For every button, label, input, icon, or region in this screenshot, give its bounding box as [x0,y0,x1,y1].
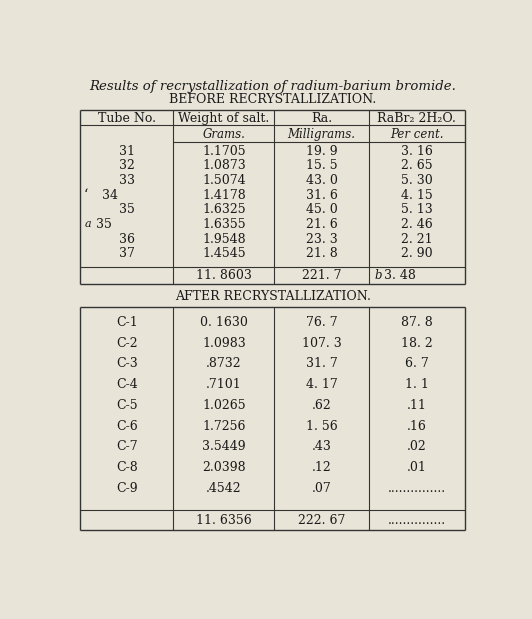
Text: 11. 6356: 11. 6356 [196,514,252,527]
Text: 2. 90: 2. 90 [401,247,433,260]
Text: 15. 5: 15. 5 [306,160,337,173]
Text: 1.6325: 1.6325 [202,203,246,216]
Text: .43: .43 [312,441,331,454]
Text: 87. 8: 87. 8 [401,316,433,329]
Text: RaBr₂ 2H₂O.: RaBr₂ 2H₂O. [377,111,456,124]
Text: 34: 34 [102,189,118,202]
Text: 3. 16: 3. 16 [401,145,433,158]
Text: 2. 46: 2. 46 [401,218,433,231]
Text: C-2: C-2 [116,337,138,350]
Text: 43. 0: 43. 0 [305,174,337,187]
Text: .02: .02 [407,441,427,454]
Text: .11: .11 [407,399,427,412]
Text: 23. 3: 23. 3 [305,233,337,246]
Text: 4. 15: 4. 15 [401,189,433,202]
Text: C-7: C-7 [116,441,138,454]
Text: 2. 65: 2. 65 [401,160,433,173]
Text: 1.7256: 1.7256 [202,420,246,433]
Text: 21. 6: 21. 6 [305,218,337,231]
Text: 18. 2: 18. 2 [401,337,433,350]
Text: .16: .16 [407,420,427,433]
Text: 0. 1630: 0. 1630 [200,316,248,329]
Text: Milligrams.: Milligrams. [287,128,355,141]
Text: 1.0873: 1.0873 [202,160,246,173]
Text: 11. 8603: 11. 8603 [196,269,252,282]
Text: b: b [375,269,383,282]
Text: C-8: C-8 [116,461,138,474]
Text: 1.9548: 1.9548 [202,233,246,246]
Text: 1.6355: 1.6355 [202,218,246,231]
Text: AFTER RECRYSTALLIZATION.: AFTER RECRYSTALLIZATION. [174,290,371,303]
Text: Results of recrystallization of radium-barium bromide.: Results of recrystallization of radium-b… [89,80,456,93]
Text: 31. 7: 31. 7 [305,357,337,370]
Text: 21. 8: 21. 8 [305,247,337,260]
Text: 222. 67: 222. 67 [298,514,345,527]
Text: 4. 17: 4. 17 [305,378,337,391]
Text: .62: .62 [312,399,331,412]
Text: 1. 1: 1. 1 [405,378,429,391]
Text: ...............: ............... [388,482,446,495]
Text: ‘: ‘ [84,188,88,202]
Text: C-4: C-4 [116,378,138,391]
Text: 2.0398: 2.0398 [202,461,246,474]
Text: C-6: C-6 [116,420,138,433]
Text: 2. 21: 2. 21 [401,233,433,246]
Text: 1.0265: 1.0265 [202,399,246,412]
Text: BEFORE RECRYSTALLIZATION.: BEFORE RECRYSTALLIZATION. [169,93,376,106]
Text: 1.4545: 1.4545 [202,247,246,260]
Text: 31. 6: 31. 6 [305,189,337,202]
Text: 32: 32 [119,160,135,173]
Text: C-1: C-1 [116,316,138,329]
Text: 3.5449: 3.5449 [202,441,246,454]
Text: 37: 37 [119,247,135,260]
Text: 1.0983: 1.0983 [202,337,246,350]
Text: 76. 7: 76. 7 [306,316,337,329]
Text: 221. 7: 221. 7 [302,269,341,282]
Text: Per cent.: Per cent. [390,128,444,141]
Text: 107. 3: 107. 3 [302,337,342,350]
Text: 45. 0: 45. 0 [305,203,337,216]
Text: a: a [85,219,91,230]
Text: Ra.: Ra. [311,111,332,124]
Text: 1.1705: 1.1705 [202,145,246,158]
Text: Tube No.: Tube No. [98,111,156,124]
Text: 1. 56: 1. 56 [305,420,337,433]
Text: .4542: .4542 [206,482,242,495]
Text: 5. 13: 5. 13 [401,203,433,216]
Text: 1.5074: 1.5074 [202,174,246,187]
Text: 5. 30: 5. 30 [401,174,433,187]
Text: .8732: .8732 [206,357,242,370]
Text: 19. 9: 19. 9 [306,145,337,158]
Text: .07: .07 [312,482,331,495]
Text: C-9: C-9 [116,482,138,495]
Text: 33: 33 [119,174,135,187]
Text: ...............: ............... [388,514,446,527]
Text: 35: 35 [119,203,135,216]
Text: 6. 7: 6. 7 [405,357,429,370]
Text: 1.4178: 1.4178 [202,189,246,202]
Text: 35: 35 [96,218,112,231]
Text: .12: .12 [312,461,331,474]
Text: C-5: C-5 [116,399,138,412]
Text: .01: .01 [407,461,427,474]
Text: .7101: .7101 [206,378,242,391]
Text: 31: 31 [119,145,135,158]
Text: Weight of salt.: Weight of salt. [178,111,269,124]
Text: 36: 36 [119,233,135,246]
Text: 3. 48: 3. 48 [384,269,416,282]
Text: Grams.: Grams. [202,128,245,141]
Text: C-3: C-3 [116,357,138,370]
